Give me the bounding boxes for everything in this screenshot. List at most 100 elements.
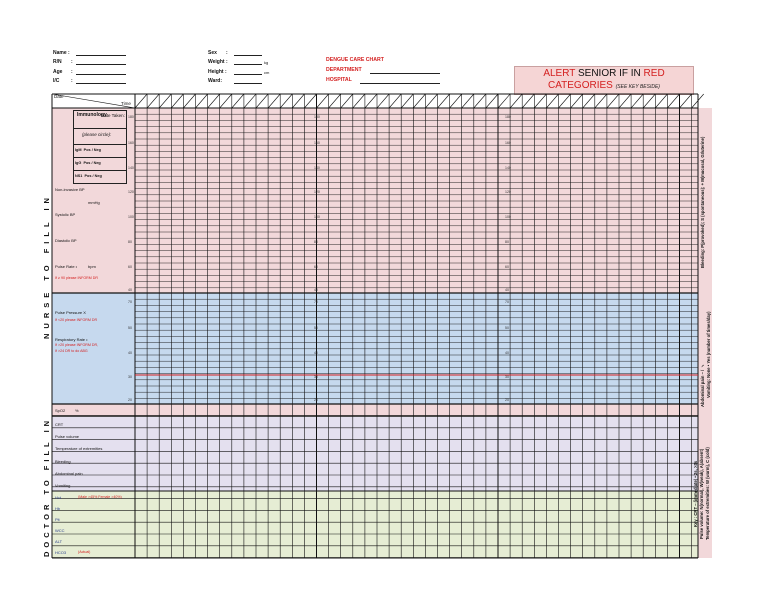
scale-tick-label: 160	[128, 141, 134, 145]
scale-tick-label: 50	[505, 326, 509, 330]
scale-tick-label: 30	[314, 375, 318, 379]
rr-alert-2: If >24 DR to do ABG	[55, 349, 88, 353]
sex-label: Sex	[208, 50, 217, 56]
scale-tick-label: 80	[128, 240, 132, 244]
scale-tick-label: 180	[128, 115, 134, 119]
lab-row-label: ALT	[55, 539, 63, 544]
header-cell-diagonal	[364, 93, 378, 109]
header-cell-diagonal	[279, 93, 293, 109]
scale-tick-label: 40	[505, 288, 509, 292]
age-field[interactable]	[76, 74, 126, 75]
doctor-clinical-zone	[52, 417, 698, 491]
alert-note: (SEE KEY BESIDE)	[615, 84, 660, 90]
scale-tick-label: 100	[505, 215, 511, 219]
alert-word: ALERT	[543, 68, 576, 79]
pulse-rate-label: Pulse Rate •	[55, 264, 78, 269]
name-field[interactable]	[76, 55, 126, 56]
age-colon: :	[71, 69, 73, 75]
please-circle: (please circle):	[82, 132, 112, 137]
header-cell-diagonal	[195, 93, 208, 109]
sex-field[interactable]	[234, 55, 262, 56]
doctor-lab-zone	[52, 491, 698, 558]
scale-tick-label: 70	[314, 300, 318, 304]
scale-tick-label: 20	[505, 398, 509, 402]
scale-tick-label: 40	[505, 351, 509, 355]
header-cell-diagonal	[582, 93, 596, 109]
header-cell-diagonal	[158, 93, 172, 109]
mmhg-label: mmHg	[88, 200, 100, 205]
pp-alert: If <20 please INFORM DR	[55, 318, 98, 322]
ic-label: I/C	[53, 78, 60, 84]
ns1-value: Pos / Neg	[84, 174, 102, 178]
resp-rate-label: Respiratory Rate •	[55, 337, 88, 342]
scale-tick-label: 30	[505, 375, 509, 379]
header-cell-diagonal	[497, 93, 511, 109]
scale-tick-label: 160	[505, 141, 511, 145]
weight-field[interactable]	[234, 64, 262, 65]
header-cell-diagonal	[400, 93, 414, 109]
immunology-date-taken: Date Taken:	[101, 113, 125, 118]
height-field[interactable]	[234, 74, 262, 75]
bpm-label: bpm	[88, 264, 96, 269]
hospital-field[interactable]	[360, 83, 440, 84]
key-strip	[698, 108, 712, 558]
department-field[interactable]	[370, 73, 440, 74]
header-cell-diagonal	[449, 93, 462, 109]
spo2-percent: %	[75, 408, 79, 413]
scale-tick-label: 120	[128, 190, 134, 194]
key-pulse-volume: Pulse volume: N(normal), W(weak), A(abse…	[699, 448, 704, 540]
header-cell-diagonal	[255, 93, 269, 109]
date-label: Date	[54, 94, 64, 99]
height-label: Height :	[208, 69, 227, 75]
header-cell-diagonal	[388, 93, 402, 109]
immunology-title: Immunology	[77, 112, 107, 118]
header-cell-diagonal	[134, 93, 148, 109]
ic-field[interactable]	[76, 83, 126, 84]
scale-tick-label: 60	[314, 265, 318, 269]
lab-row-label: Hb	[55, 506, 61, 511]
header-cell-diagonal	[655, 93, 668, 109]
scale-tick-label: 80	[505, 240, 509, 244]
header-cell-diagonal	[691, 93, 704, 109]
scale-tick-label: 70	[128, 300, 132, 304]
header-cell-diagonal	[521, 93, 535, 109]
igm-name: IgM	[75, 148, 82, 152]
name-label: Name :	[53, 50, 70, 56]
scale-tick-label: 120	[505, 190, 511, 194]
rn-field[interactable]	[76, 64, 126, 65]
header-cell-diagonal	[219, 93, 233, 109]
scale-tick-label: 100	[128, 215, 134, 219]
scale-tick-label: 40	[128, 288, 132, 292]
header-cell-diagonal	[558, 93, 571, 109]
header-cell-diagonal	[606, 93, 620, 109]
header-cell-diagonal	[679, 93, 692, 109]
scale-tick-label: 50	[314, 326, 318, 330]
lab-row-label: Hct	[55, 495, 61, 500]
key-abdominal-pain: Abdominal pain – / ✓	[700, 363, 705, 407]
header-cell-diagonal	[207, 93, 220, 109]
lab-row-note: (Actual)	[78, 550, 91, 554]
alert-red-word: RED	[643, 68, 665, 79]
lab-row-label: HCO3	[55, 550, 67, 555]
header-cell-diagonal	[231, 93, 245, 109]
scale-tick-label: 180	[314, 115, 320, 119]
scale-tick-label: 40	[128, 351, 132, 355]
key-vomiting: Vomiting: None • Yes (number of times/da…	[706, 311, 711, 399]
igg-row[interactable]: IgG Pos / Neg	[75, 161, 101, 165]
header-cell-diagonal	[667, 93, 680, 109]
header-cell-diagonal	[328, 93, 341, 109]
scale-tick-label: 50	[128, 326, 132, 330]
header-cell-diagonal	[183, 93, 196, 109]
key-bleeding: Bleeding: P(provoked); S (spontaneous); …	[700, 136, 705, 268]
ward-field[interactable]	[234, 83, 262, 84]
time-label: Time	[121, 101, 131, 106]
spo2-label: SpO2	[55, 408, 66, 413]
scale-tick-label: 60	[128, 265, 132, 269]
header-cell-diagonal	[461, 93, 475, 109]
header-cell-diagonal	[546, 93, 559, 109]
scale-tick-label: 70	[505, 300, 509, 304]
igm-row[interactable]: IgM Pos / Neg	[75, 148, 101, 152]
ns1-row[interactable]: NS1 Pos / Neg	[75, 174, 102, 178]
scale-tick-label: 30	[128, 375, 132, 379]
